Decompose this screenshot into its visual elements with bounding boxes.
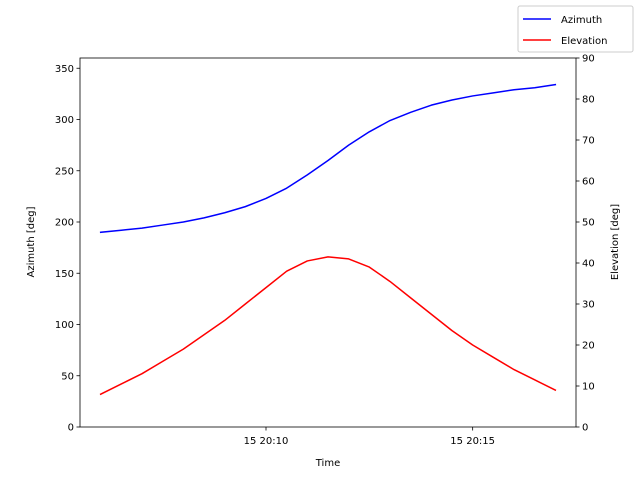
- y-tick-label-left: 300: [55, 115, 74, 126]
- plot-layer: [99, 83, 557, 396]
- legend-label-elevation: Elevation: [561, 36, 607, 47]
- x-axis-label: Time: [315, 458, 340, 469]
- y-tick-label-left: 150: [55, 269, 74, 280]
- y-tick-label-right: 80: [582, 95, 595, 106]
- y-tick-label-left: 0: [68, 423, 74, 434]
- y-tick-label-left: 100: [55, 320, 74, 331]
- y-tick-label-right: 10: [582, 382, 595, 393]
- axes-layer: 0 50 100 150 200 250 300 350 0 10 20 30 40 50 60 70 80 90…: [55, 54, 595, 448]
- y-tick-label-right: 20: [582, 341, 595, 352]
- y-tick-label-left: 200: [55, 218, 74, 229]
- y-tick-label-right: 0: [582, 423, 588, 434]
- y-tick-label-right: 60: [582, 177, 595, 188]
- series-line-azimuth: [99, 83, 557, 234]
- legend-label-azimuth: Azimuth: [561, 15, 602, 26]
- plot-frame: [79, 57, 577, 428]
- series-line-elevation: [99, 256, 557, 396]
- y-tick-label-right: 90: [582, 54, 595, 65]
- y-tick-label-right: 40: [582, 259, 595, 270]
- y-axis-label-right: Elevation [deg]: [610, 204, 621, 280]
- y-tick-label-right: 30: [582, 300, 595, 311]
- x-tick-label: 15 20:15: [450, 436, 495, 447]
- legend: Azimuth Elevation: [517, 5, 634, 53]
- y-tick-label-left: 50: [61, 371, 74, 382]
- y-tick-label-right: 50: [582, 218, 595, 229]
- y-tick-label-right: 70: [582, 136, 595, 147]
- x-tick-label: 15 20:10: [244, 436, 289, 447]
- y-tick-label-left: 250: [55, 166, 74, 177]
- y-tick-label-left: 350: [55, 64, 74, 75]
- y-axis-label-left: Azimuth [deg]: [26, 206, 37, 277]
